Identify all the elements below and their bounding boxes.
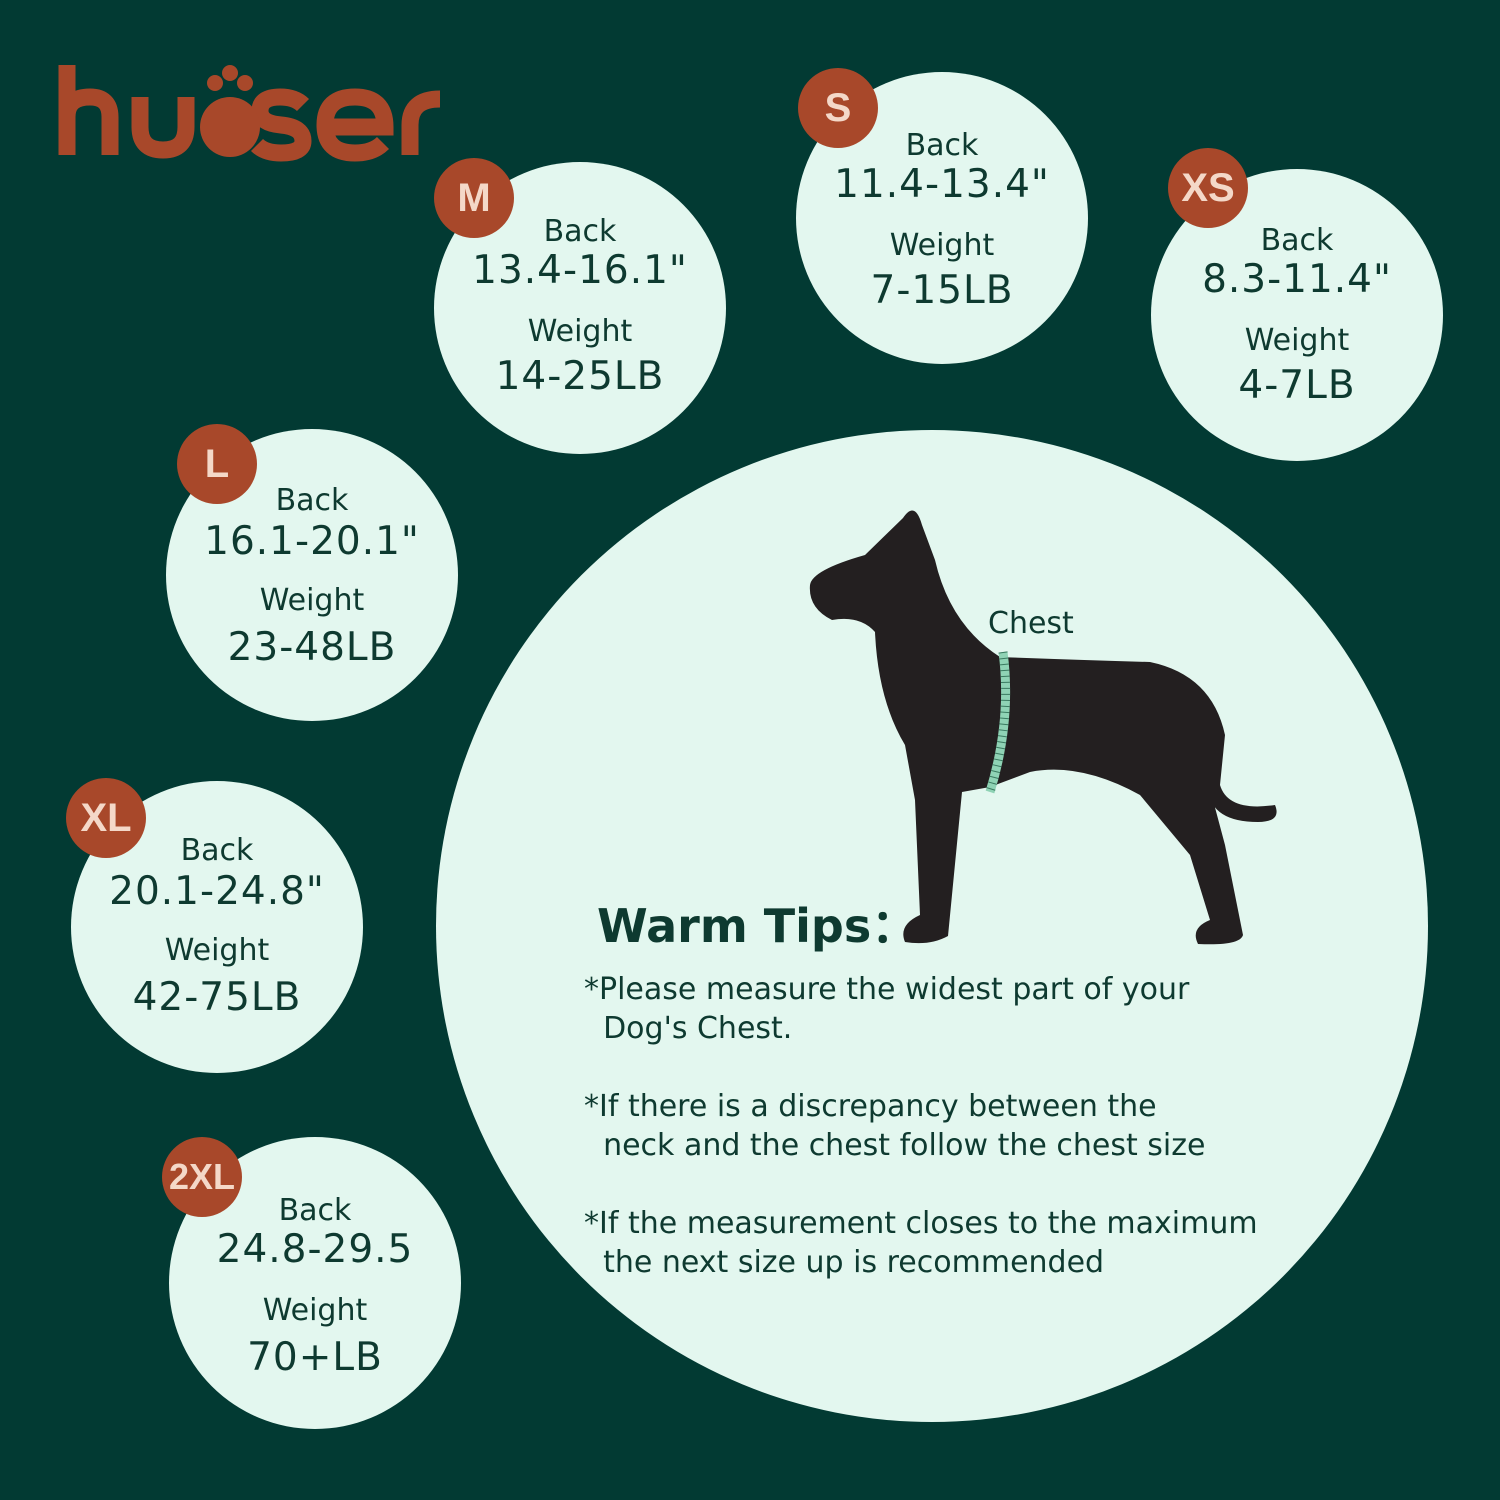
size-badge-xs: XS bbox=[1168, 148, 1248, 228]
weight-label: Weight bbox=[1244, 323, 1350, 358]
weight-label: Weight bbox=[259, 583, 365, 618]
back-value: 8.3-11.4" bbox=[1202, 257, 1392, 302]
size-badge-2xl: 2XL bbox=[162, 1137, 242, 1217]
weight-value: 70+LB bbox=[247, 1335, 383, 1380]
back-label: Back bbox=[543, 214, 617, 249]
size-badge-l: L bbox=[177, 424, 257, 504]
weight-label: Weight bbox=[527, 314, 633, 349]
size-card-l: Back 16.1-20.1" Weight 23-48LB bbox=[166, 429, 458, 721]
weight-value: 7-15LB bbox=[870, 268, 1014, 313]
back-label: Back bbox=[275, 483, 349, 518]
kuoser-logo bbox=[58, 65, 441, 162]
tip-item: *If there is a discrepancy between the n… bbox=[584, 1089, 1206, 1163]
chest-label: Chest bbox=[988, 606, 1074, 641]
back-value: 13.4-16.1" bbox=[472, 248, 688, 293]
size-card-s: Back 11.4-13.4" Weight 7-15LB bbox=[796, 72, 1088, 364]
back-value: 11.4-13.4" bbox=[834, 162, 1050, 207]
size-badge-s: S bbox=[798, 68, 878, 148]
back-label: Back bbox=[278, 1193, 352, 1228]
size-badge-m: M bbox=[434, 158, 514, 238]
weight-label: Weight bbox=[164, 933, 270, 968]
back-label: Back bbox=[905, 128, 979, 163]
back-value: 16.1-20.1" bbox=[204, 519, 420, 564]
warm-tips-title: Warm Tips： bbox=[597, 899, 918, 953]
back-label: Back bbox=[180, 833, 254, 868]
size-card-2xl: Back 24.8-29.5 Weight 70+LB bbox=[169, 1137, 461, 1429]
weight-value: 42-75LB bbox=[132, 975, 302, 1020]
back-label: Back bbox=[1260, 223, 1334, 258]
tip-item: *Please measure the widest part of your … bbox=[584, 972, 1190, 1046]
back-value: 20.1-24.8" bbox=[109, 869, 325, 914]
weight-label: Weight bbox=[889, 228, 995, 263]
weight-value: 14-25LB bbox=[495, 354, 665, 399]
weight-value: 23-48LB bbox=[227, 625, 397, 670]
weight-value: 4-7LB bbox=[1238, 363, 1356, 408]
weight-label: Weight bbox=[262, 1293, 368, 1328]
size-badge-xl: XL bbox=[66, 778, 146, 858]
tip-item: *If the measurement closes to the maximu… bbox=[584, 1206, 1258, 1280]
back-value: 24.8-29.5 bbox=[216, 1227, 414, 1272]
